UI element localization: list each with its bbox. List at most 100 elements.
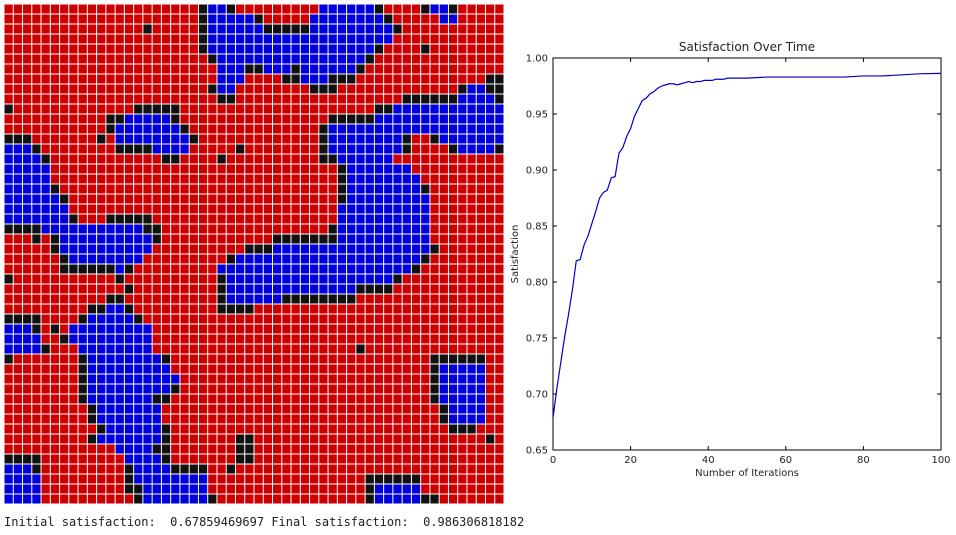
blue-cell <box>208 14 217 24</box>
red-cell <box>124 204 134 214</box>
x-tick-label: 60 <box>779 455 792 466</box>
red-cell <box>411 304 421 314</box>
blue-cell <box>393 264 402 274</box>
blue-cell <box>32 484 41 494</box>
red-cell <box>189 304 198 314</box>
red-cell <box>485 394 495 404</box>
blue-cell <box>143 484 152 494</box>
red-cell <box>495 34 504 44</box>
red-cell <box>273 344 282 354</box>
blue-cell <box>448 404 458 414</box>
red-cell <box>485 164 495 174</box>
red-cell <box>282 134 291 144</box>
red-cell <box>97 54 106 64</box>
red-cell <box>180 404 189 414</box>
red-cell <box>198 164 208 174</box>
red-cell <box>347 494 356 504</box>
empty-cell <box>393 274 402 284</box>
blue-cell <box>226 74 235 84</box>
blue-cell <box>69 234 78 244</box>
red-cell <box>254 354 263 364</box>
red-cell <box>245 404 254 414</box>
red-cell <box>41 14 50 24</box>
blue-cell <box>411 114 421 124</box>
blue-cell <box>374 184 384 194</box>
red-cell <box>365 444 374 454</box>
red-cell <box>115 284 124 294</box>
blue-cell <box>310 244 319 254</box>
red-cell <box>60 104 69 114</box>
blue-cell <box>124 124 134 134</box>
red-cell <box>171 324 180 334</box>
red-cell <box>235 414 245 424</box>
red-cell <box>263 464 273 474</box>
red-cell <box>208 184 217 194</box>
red-cell <box>226 234 235 244</box>
blue-cell <box>124 254 134 264</box>
red-cell <box>124 494 134 504</box>
red-cell <box>226 454 235 464</box>
red-cell <box>485 174 495 184</box>
red-cell <box>439 284 448 294</box>
red-cell <box>23 34 32 44</box>
red-cell <box>254 74 263 84</box>
red-cell <box>356 384 365 394</box>
blue-cell <box>393 234 402 244</box>
red-cell <box>198 404 208 414</box>
red-cell <box>402 454 411 464</box>
red-cell <box>235 324 245 334</box>
red-cell <box>41 74 50 84</box>
red-cell <box>439 444 448 454</box>
empty-cell <box>143 224 152 234</box>
red-cell <box>13 434 23 444</box>
red-cell <box>87 474 97 484</box>
red-cell <box>365 84 374 94</box>
red-cell <box>430 144 439 154</box>
red-cell <box>69 304 78 314</box>
blue-cell <box>106 234 115 244</box>
blue-cell <box>189 474 198 484</box>
blue-cell <box>134 124 143 134</box>
red-cell <box>310 304 319 314</box>
red-cell <box>476 194 485 204</box>
red-cell <box>337 314 347 324</box>
red-cell <box>384 394 393 404</box>
red-cell <box>198 424 208 434</box>
agent-grid-svg <box>4 4 504 504</box>
red-cell <box>189 274 198 284</box>
blue-cell <box>134 434 143 444</box>
red-cell <box>161 404 171 414</box>
red-cell <box>495 274 504 284</box>
red-cell <box>411 354 421 364</box>
blue-cell <box>115 314 124 324</box>
red-cell <box>152 334 161 344</box>
blue-cell <box>106 314 115 324</box>
blue-cell <box>134 404 143 414</box>
red-cell <box>310 364 319 374</box>
red-cell <box>439 314 448 324</box>
blue-cell <box>337 274 347 284</box>
blue-cell <box>124 364 134 374</box>
empty-cell <box>23 134 32 144</box>
empty-cell <box>226 4 235 14</box>
red-cell <box>143 64 152 74</box>
red-cell <box>485 454 495 464</box>
red-cell <box>300 414 310 424</box>
red-cell <box>60 374 69 384</box>
empty-cell <box>421 94 430 104</box>
red-cell <box>430 424 439 434</box>
empty-cell <box>78 384 87 394</box>
blue-cell <box>226 34 235 44</box>
red-cell <box>189 4 198 14</box>
red-cell <box>235 384 245 394</box>
red-cell <box>50 464 60 474</box>
blue-cell <box>411 254 421 264</box>
red-cell <box>13 354 23 364</box>
red-cell <box>217 244 226 254</box>
red-cell <box>448 164 458 174</box>
red-cell <box>282 314 291 324</box>
blue-cell <box>273 64 282 74</box>
red-cell <box>458 334 467 344</box>
red-cell <box>430 54 439 64</box>
blue-cell <box>171 144 180 154</box>
